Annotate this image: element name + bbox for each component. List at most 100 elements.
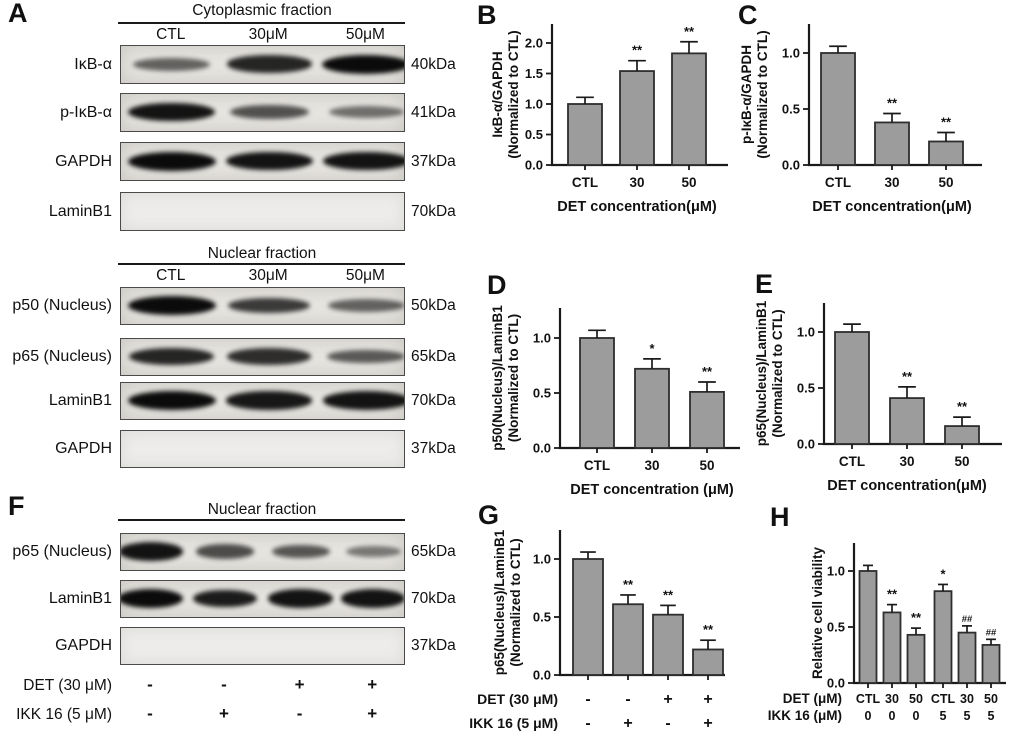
treatment-row-label: DET (30 μM) [23,677,112,694]
chart-svg-B: 0.0 0.5 1.0 1.5 2.0 IκB-α/GAPDH (Normalized to… [490,24,728,215]
panel-a-blots: Cytoplasmic fraction CTL 30μM 50μM IκB-α 40kD… [0,0,470,492]
significance-mark: * [940,566,946,581]
chart-svg-D: 0.0 0.5 1.0 p50(Nucleus)/LaminB1 (Normalized… [490,305,740,498]
kda-label: 37kDa [411,440,456,457]
y-axis-label: Relative cell viability [810,546,825,679]
treatment-value: 5 [940,709,947,723]
x-axis-label: DET concentration(μM) [557,199,717,215]
bar [834,331,870,445]
bar [671,52,707,166]
chart-svg-G: 0.0 0.5 1.0 p65(Nucleus)/LaminB1 (Normalized… [469,529,725,732]
protein-band [121,589,184,608]
bar [944,425,980,445]
panel-G-chart: G 0.0 0.5 1.0 p65(Nucleus)/LaminB1 (Normalize… [468,498,770,736]
protein-band [228,297,311,314]
lane-label: 50μM [345,267,385,284]
protein-band [133,57,211,71]
y-axis-label: p-IκB-α/GAPDH [739,45,754,144]
bar [567,103,603,166]
y-tick-label: 0.0 [525,158,543,173]
blot-row-label: p65 (Nucleus) [12,348,112,365]
blot-row-label: GAPDH [55,440,112,457]
treatment-value: 50 [909,692,923,706]
bar [874,121,910,166]
panel-letter-A: A [8,0,28,28]
y-tick-label: 1.0 [533,331,551,346]
x-tick-label: 50 [681,175,696,190]
fraction-underline [118,22,405,25]
y-axis-label: (Normalized to CTL) [506,30,521,158]
significance-mark: ** [663,587,674,602]
significance-mark: ** [702,364,713,379]
y-axis-label: (Normalized to CTL) [755,30,770,158]
significance-mark: ** [957,399,968,414]
treatment-row-label: IKK 16 (μM) [768,708,842,723]
protein-band [268,589,333,608]
fraction-underline [118,519,405,522]
treatment-value: + [367,675,378,694]
bar [820,52,856,166]
lane-label: 30μM [248,26,288,43]
protein-band [328,105,404,118]
y-tick-label: 0.5 [782,102,800,117]
protein-band [225,151,313,171]
y-tick-label: 0.0 [827,676,845,691]
y-axis-label: IκB-α/GAPDH [490,51,505,137]
protein-band [193,589,257,608]
treatment-value: - [147,704,153,723]
y-tick-label: 0.0 [782,158,800,173]
significance-mark: ## [962,614,973,625]
blot-membrane [120,627,405,665]
kda-label: 41kDa [411,103,456,121]
bar [572,558,604,676]
treatment-value: 0 [913,709,920,723]
kda-label: 37kDa [411,637,456,654]
fraction-title: Nuclear fraction [207,501,317,518]
kda-label: 70kDa [411,392,456,409]
treatment-value: - [665,715,670,732]
blot-membrane [120,430,405,468]
treatment-row-label: IKK 16 (5 μM) [469,715,558,731]
protein-band [129,347,215,366]
panel-E-chart: E 0.0 0.5 1.0 p65(Nucleus)/LaminB1 (Normalize… [752,270,1020,506]
chart-svg-E: 0.0 0.5 1.0 p65(Nucleus)/LaminB1 (Normalized… [754,300,1002,494]
y-tick-label: 0.5 [533,386,551,401]
treatment-value: 30 [885,692,899,706]
blot-membrane [120,382,405,420]
y-tick-label: 0.5 [827,620,845,635]
panel-D-chart: D 0.0 0.5 1.0 p50(Nucleus)/LaminB1 (Normalize… [482,270,760,506]
x-tick-label: 30 [629,175,644,190]
treatment-value: 5 [964,709,971,723]
x-tick-label: 30 [899,454,914,469]
y-tick-label: 0.0 [533,441,551,456]
treatment-value: 0 [865,709,872,723]
chart-svg-C: 0.0 0.5 1.0 p-IκB-α/GAPDH (Normalized to CTL… [739,24,982,215]
blot-row-label: p-IκB-α [60,103,112,121]
bar [634,367,670,449]
blot-membrane [120,287,405,325]
fraction-title: Nuclear fraction [207,245,317,262]
lane-label: 50μM [345,26,385,43]
treatment-row-label: DET (μM) [783,691,842,706]
panel-H-chart: H 0.0 0.5 1.0 Relative cell viability ** ** * ##… [762,498,1020,736]
treatment-value: 5 [988,709,995,723]
y-tick-label: 1.0 [525,97,543,112]
y-tick-label: 0.5 [525,127,543,142]
protein-band [322,54,404,74]
kda-label: 37kDa [411,152,456,170]
protein-band [322,391,404,410]
x-tick-label: 30 [644,458,659,473]
x-tick-label: CTL [572,175,598,190]
treatment-value: + [703,691,712,708]
y-tick-label: 0.0 [797,437,815,452]
bar [692,648,724,676]
y-tick-label: 1.0 [782,46,800,61]
protein-band [341,589,404,608]
lane-label: CTL [156,267,186,284]
lane-label: CTL [156,26,186,43]
panel-C-chart: C 0.0 0.5 1.0 p-IκB-α/GAPDH (Normalized to CT… [737,2,1020,234]
x-axis-label: DET concentration (μM) [570,482,734,498]
treatment-value: 0 [889,709,896,723]
blot-membrane [120,580,405,618]
significance-mark: ** [887,587,898,602]
